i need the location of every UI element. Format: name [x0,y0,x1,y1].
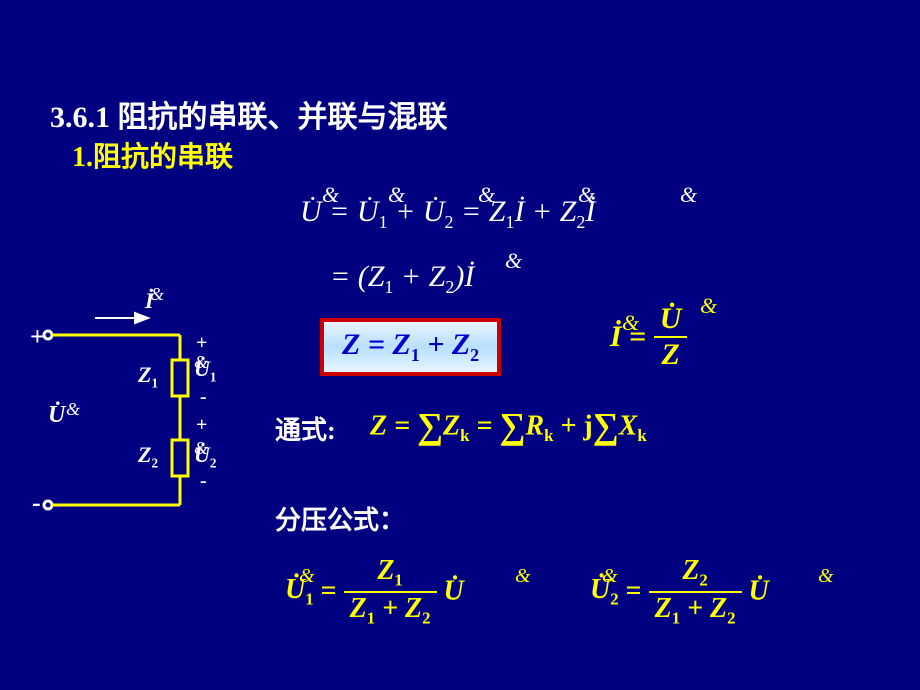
circuit-u2-plus: + [196,414,207,437]
phasor-script-mark: & [505,248,522,274]
general-form-label: 通式: [275,410,336,447]
series-circuit-diagram: İ + - U̇ Z1 Z2 U̇1 U̇2 + - + - [30,310,240,530]
circuit-voltage-label: U̇ [48,402,65,429]
phasor-script-mark: & [66,399,80,420]
circuit-plus-top: + [30,322,45,352]
phasor-script-mark: & [700,293,717,319]
phasor-script-mark: & [388,182,405,208]
equation-voltage-factored: = (Z1 + Z2)İ [330,260,474,298]
equation-voltage-sum: U̇ = U̇1 + U̇2 = Z1İ + Z2İ [300,195,595,233]
phasor-script-mark: & [602,565,618,588]
phasor-script-mark: & [622,310,639,336]
circuit-z1-label: Z1 [138,362,158,391]
phasor-script-mark: & [680,182,697,208]
phasor-script-mark: & [818,565,834,588]
circuit-z2-label: Z2 [138,442,158,471]
circuit-minus-bottom: - [32,488,41,518]
phasor-script-mark: & [478,182,495,208]
phasor-script-mark: & [578,182,595,208]
phasor-script-mark: & [515,565,531,588]
phasor-script-mark: & [194,352,208,373]
phasor-script-mark: & [322,182,339,208]
general-form-equation: Z = ∑Zk = ∑Rk + j∑Xk [370,405,647,447]
phasor-script-mark: & [299,565,315,588]
voltage-divider-label: 分压公式： [275,500,405,537]
section-heading: 3.6.1 阻抗的串联、并联与混联 [50,92,448,136]
boxed-series-impedance-formula: Z = Z1 + Z2 [320,318,501,376]
phasor-script-mark: & [194,438,208,459]
circuit-u2-minus: - [200,470,207,493]
circuit-u1-minus: - [200,386,207,409]
sub-heading: 1.阻抗的串联 [72,135,233,175]
phasor-script-mark: & [150,284,164,305]
